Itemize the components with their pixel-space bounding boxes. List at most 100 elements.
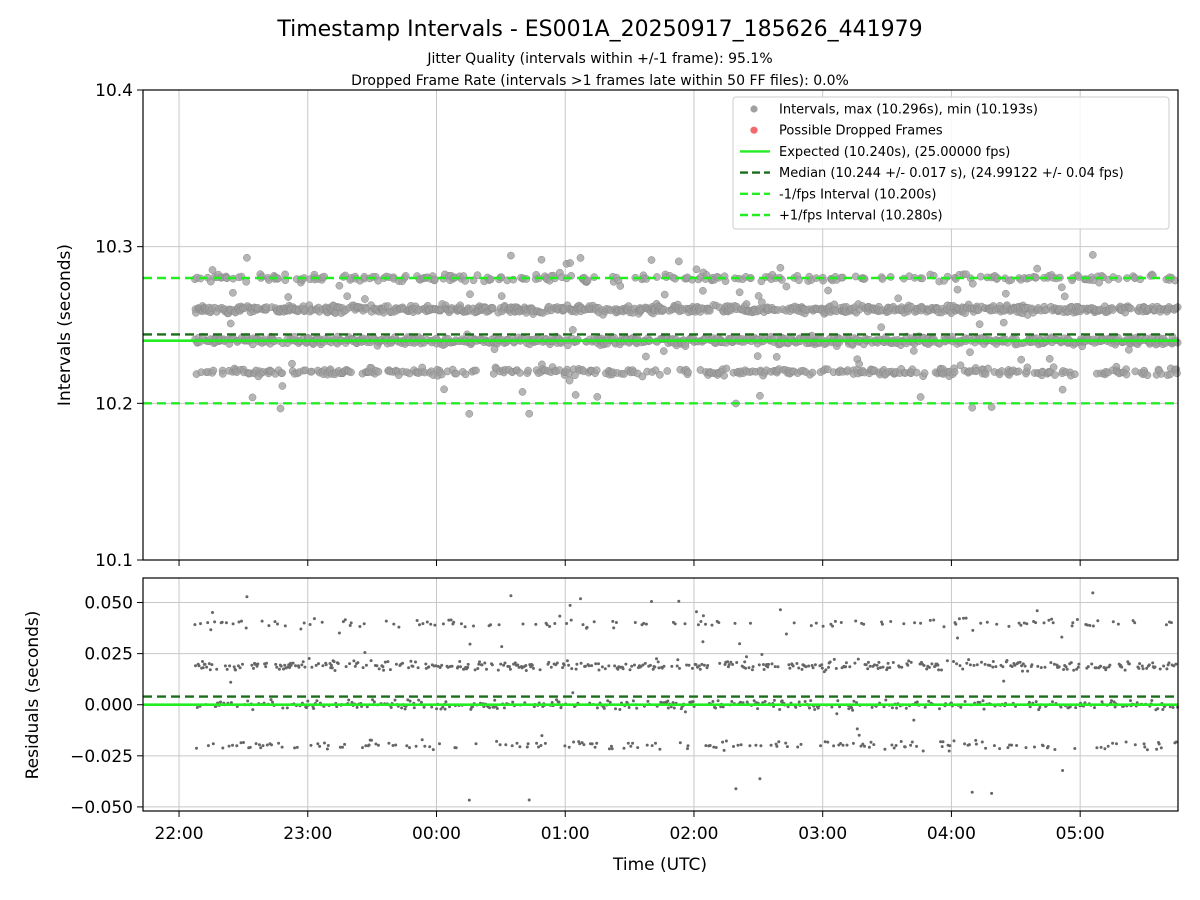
residual-point — [283, 624, 287, 628]
residual-point — [749, 621, 752, 625]
residual-point — [575, 662, 579, 666]
residual-point — [301, 660, 305, 664]
residual-point — [255, 664, 259, 668]
residual-point — [1124, 740, 1128, 744]
residual-point — [590, 742, 594, 746]
residual-point — [1129, 699, 1132, 703]
residual-point — [411, 664, 415, 668]
residual-point — [381, 665, 385, 669]
residual-point — [406, 698, 410, 702]
residual-point — [282, 667, 285, 671]
residual-point — [289, 663, 293, 667]
residual-point — [293, 746, 297, 750]
residual-point — [659, 700, 663, 704]
interval-point — [361, 295, 369, 303]
residual-point — [1165, 667, 1169, 671]
interval-point — [472, 366, 480, 375]
residual-point — [1145, 666, 1149, 670]
x-tick-label: 03:00 — [798, 824, 847, 844]
residual-point — [376, 743, 380, 747]
residual-point — [938, 707, 941, 711]
residual-point — [466, 662, 470, 666]
residual-point — [712, 745, 716, 749]
residual-point — [607, 664, 611, 668]
residual-point — [467, 798, 471, 802]
residual-point — [937, 668, 941, 672]
residual-point — [408, 746, 411, 750]
residual-point — [269, 698, 273, 702]
residual-point — [677, 599, 681, 603]
residual-point — [1099, 664, 1103, 668]
residual-point — [952, 660, 955, 663]
interval-point — [968, 279, 977, 288]
residual-point — [1142, 742, 1146, 746]
residual-point — [364, 663, 368, 667]
residual-point — [210, 663, 214, 667]
residual-point — [956, 636, 959, 640]
residual-point — [761, 663, 765, 666]
residual-point — [511, 700, 515, 704]
residual-point — [459, 665, 462, 669]
residual-point — [414, 744, 418, 748]
residual-point — [857, 733, 861, 737]
residual-point — [704, 744, 708, 748]
residual-point — [610, 747, 614, 751]
interval-point — [968, 403, 977, 412]
residual-point — [626, 741, 630, 745]
residual-point — [524, 669, 528, 672]
residual-point — [567, 745, 571, 749]
residual-point — [1108, 663, 1112, 667]
residual-point — [995, 622, 999, 626]
residual-point — [559, 706, 563, 710]
residual-point — [1019, 623, 1023, 627]
residual-point — [657, 666, 661, 670]
residual-point — [671, 701, 675, 705]
residual-point — [974, 738, 978, 742]
interval-point — [278, 369, 286, 378]
residual-point — [739, 700, 742, 704]
residual-point — [1007, 624, 1011, 628]
residual-point — [627, 706, 631, 709]
x-tick-label: 22:00 — [155, 824, 204, 844]
residual-point — [1043, 665, 1047, 669]
residual-point — [915, 744, 919, 748]
residual-point — [655, 657, 658, 661]
residual-point — [358, 625, 362, 628]
residual-point — [238, 666, 242, 670]
residual-point — [285, 706, 289, 710]
residual-point — [515, 741, 519, 745]
residual-point — [1140, 664, 1144, 668]
residual-point — [454, 746, 458, 750]
residual-point — [813, 663, 817, 667]
residual-point — [273, 620, 277, 624]
residual-point — [614, 707, 617, 711]
interval-point — [1122, 370, 1131, 379]
residual-point — [762, 668, 766, 671]
residual-point — [1095, 746, 1099, 750]
residual-point — [980, 740, 984, 744]
interval-point — [1001, 289, 1010, 298]
residual-point — [954, 622, 958, 626]
interval-point — [772, 353, 781, 361]
residual-point — [743, 660, 747, 664]
residual-point — [403, 707, 407, 711]
residual-point — [242, 741, 245, 744]
interval-point — [243, 253, 251, 262]
residual-point — [417, 698, 421, 702]
residual-point — [221, 746, 225, 750]
residual-point — [1060, 635, 1064, 639]
residual-point — [985, 620, 989, 624]
interval-point — [916, 393, 925, 401]
residual-point — [480, 663, 484, 667]
residual-point — [774, 742, 778, 746]
residual-point — [791, 664, 795, 668]
legend-marker — [750, 126, 758, 134]
interval-point — [684, 368, 692, 376]
interval-point — [486, 275, 495, 284]
interval-point — [229, 288, 237, 297]
residual-point — [1001, 665, 1005, 669]
residual-point — [990, 791, 994, 795]
residual-point — [488, 706, 492, 710]
residual-point — [579, 597, 582, 601]
interval-point — [987, 403, 996, 411]
